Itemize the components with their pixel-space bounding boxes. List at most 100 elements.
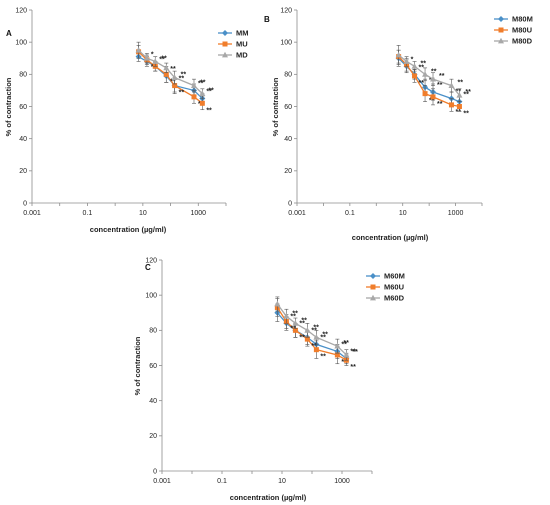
x-tick-label: 1000 bbox=[334, 478, 350, 485]
data-point bbox=[135, 47, 142, 53]
data-point bbox=[199, 90, 206, 97]
significance-label: ** bbox=[419, 80, 425, 87]
x-tick-label: 10 bbox=[399, 210, 407, 217]
panel-label: A bbox=[6, 29, 12, 38]
significance-label: ** bbox=[341, 341, 347, 348]
data-point bbox=[411, 63, 418, 69]
data-point bbox=[172, 83, 178, 89]
significance-label: ** bbox=[350, 348, 356, 355]
legend-marker bbox=[222, 41, 228, 47]
significance-label: ** bbox=[311, 327, 317, 334]
data-point bbox=[163, 71, 169, 77]
significance-label: ** bbox=[206, 107, 212, 114]
significance-label: ** bbox=[179, 90, 185, 97]
legend-marker bbox=[222, 51, 228, 58]
significance-label: ** bbox=[421, 60, 427, 67]
y-tick-label: 100 bbox=[145, 293, 157, 300]
x-tick-label: 0.001 bbox=[23, 210, 41, 217]
x-tick-label: 1000 bbox=[190, 210, 206, 217]
panel-label: B bbox=[264, 15, 270, 24]
y-axis-title: % of contraction bbox=[4, 77, 13, 136]
significance-label: ** bbox=[299, 320, 305, 327]
data-point bbox=[448, 102, 454, 108]
significance-label: ** bbox=[465, 89, 471, 96]
significance-label: ** bbox=[161, 55, 167, 62]
legend-marker bbox=[370, 273, 376, 279]
y-tick-label: 20 bbox=[19, 168, 27, 175]
legend-marker bbox=[370, 294, 376, 301]
significance-label: ** bbox=[437, 101, 443, 108]
significance-label: ** bbox=[200, 80, 206, 87]
legend-label: MM bbox=[236, 29, 249, 38]
y-tick-label: 20 bbox=[149, 433, 157, 440]
x-tick-label: 0.1 bbox=[217, 478, 227, 485]
significance-label: ** bbox=[322, 331, 328, 338]
significance-label: ** bbox=[311, 343, 317, 350]
y-tick-label: 40 bbox=[284, 136, 292, 143]
legend-marker bbox=[498, 16, 504, 22]
data-point bbox=[313, 334, 320, 340]
data-point bbox=[456, 92, 463, 98]
significance-label: ** bbox=[170, 66, 176, 73]
significance-label: ** bbox=[198, 80, 204, 87]
y-tick-label: 0 bbox=[23, 200, 27, 207]
data-point bbox=[292, 327, 298, 333]
data-point bbox=[430, 94, 436, 100]
data-point bbox=[448, 82, 455, 88]
data-point bbox=[274, 300, 281, 307]
significance-label: ** bbox=[159, 56, 165, 63]
legend-marker bbox=[498, 27, 504, 33]
y-tick-label: 120 bbox=[15, 7, 27, 14]
series-m80d: ********** bbox=[395, 45, 471, 102]
data-point bbox=[143, 55, 150, 61]
y-tick-label: 0 bbox=[288, 200, 292, 207]
data-point bbox=[283, 313, 290, 319]
data-point bbox=[343, 351, 350, 358]
significance-label: ** bbox=[301, 317, 307, 324]
y-tick-label: 100 bbox=[280, 40, 292, 47]
data-point bbox=[163, 64, 170, 71]
data-point bbox=[430, 75, 437, 82]
significance-label: ** bbox=[170, 78, 176, 85]
significance-label: * bbox=[411, 56, 414, 63]
x-tick-label: 0.001 bbox=[153, 478, 171, 485]
significance-label: ** bbox=[292, 310, 298, 317]
data-point bbox=[313, 347, 319, 353]
chart-panel-a: 0 20 40 60 80 100 120 0.001 0.1 10 1000 concentrati… bbox=[4, 7, 249, 234]
y-tick-label: 20 bbox=[284, 168, 292, 175]
data-point bbox=[395, 51, 402, 58]
significance-label: ** bbox=[419, 64, 425, 71]
significance-label: ** bbox=[208, 88, 214, 95]
significance-label: ** bbox=[179, 76, 185, 83]
legend-label: M60M bbox=[384, 272, 405, 281]
x-axis-title: concentration (µg/ml) bbox=[230, 493, 307, 502]
significance-label: ** bbox=[463, 92, 469, 99]
series-md: ******** bbox=[135, 41, 214, 99]
x-tick-label: 0.001 bbox=[288, 210, 306, 217]
significance-label: ** bbox=[437, 82, 443, 89]
significance-label: ** bbox=[343, 340, 349, 347]
significance-label: ** bbox=[181, 72, 187, 79]
significance-label: ** bbox=[429, 98, 435, 105]
legend-marker bbox=[222, 30, 228, 36]
x-axis-title: concentration (µg/ml) bbox=[90, 225, 167, 234]
y-tick-label: 0 bbox=[153, 468, 157, 475]
legend-label: M60U bbox=[384, 283, 404, 292]
legend-label: M80M bbox=[512, 15, 533, 24]
data-point bbox=[412, 73, 418, 79]
y-tick-label: 120 bbox=[280, 7, 292, 14]
panel-label: C bbox=[145, 263, 151, 272]
data-point bbox=[334, 342, 341, 349]
significance-label: ** bbox=[457, 80, 463, 87]
significance-label: ** bbox=[206, 88, 212, 95]
significance-label: ** bbox=[320, 334, 326, 341]
data-point bbox=[190, 82, 197, 88]
y-tick-label: 80 bbox=[149, 328, 157, 335]
significance-label: ** bbox=[455, 88, 461, 95]
data-point bbox=[152, 58, 159, 64]
y-tick-label: 40 bbox=[19, 136, 27, 143]
legend-label: M60D bbox=[384, 294, 405, 303]
data-point bbox=[422, 91, 428, 97]
significance-label: ** bbox=[463, 111, 469, 118]
